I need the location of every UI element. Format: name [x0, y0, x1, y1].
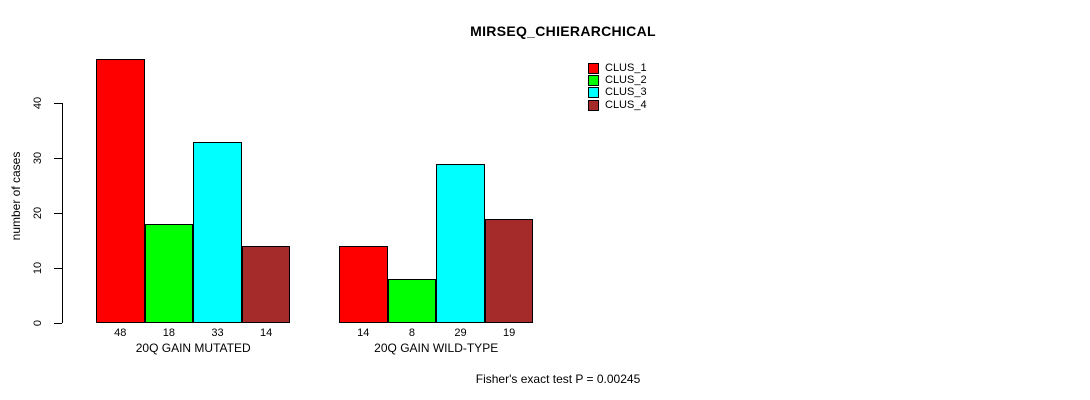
y-axis-tick-label: 20	[32, 207, 44, 220]
bar-value-label: 48	[114, 327, 127, 339]
y-axis-tick	[54, 102, 62, 104]
legend: CLUS_1 CLUS_2 CLUS_3 CLUS_4	[588, 62, 647, 112]
bar-clus_4-1	[241, 246, 291, 323]
bar-clus_3-1	[193, 141, 242, 323]
bar-clus_2-2	[387, 279, 437, 323]
legend-label: CLUS_1	[605, 61, 647, 74]
bar-value-label: 14	[259, 327, 273, 339]
bar-value-label: 29	[454, 327, 467, 339]
legend-label: CLUS_3	[605, 86, 647, 99]
y-axis-tick-label: 10	[32, 261, 44, 275]
x-category-label: 20Q GAIN MUTATED	[135, 341, 251, 355]
legend-row: CLUS_2	[588, 74, 647, 87]
legend-swatch-icon	[588, 99, 599, 111]
y-axis-title: number of cases	[9, 151, 23, 241]
bar-value-label: 8	[408, 327, 415, 339]
bar-clus_4-2	[484, 218, 534, 323]
fisher-test-annotation: Fisher's exact test P = 0.00245	[475, 372, 641, 386]
bar-clus_2-1	[144, 224, 194, 323]
legend-label: CLUS_2	[605, 74, 647, 87]
y-axis-tick-label: 0	[32, 319, 44, 327]
legend-label: CLUS_4	[605, 98, 647, 111]
bar-value-label: 19	[502, 327, 516, 339]
legend-swatch-icon	[588, 87, 599, 99]
y-axis-tick	[54, 267, 62, 269]
bar-clus_1-1	[96, 59, 145, 323]
bar-value-label: 33	[211, 327, 224, 339]
y-axis-tick	[54, 322, 62, 324]
y-axis-line	[62, 103, 63, 323]
bar-clus_3-2	[436, 163, 485, 323]
legend-swatch-icon	[588, 75, 599, 87]
bar-clus_1-2	[339, 246, 388, 323]
legend-row: CLUS_3	[588, 87, 647, 99]
legend-row: CLUS_1	[588, 62, 647, 74]
x-category-label: 20Q GAIN WILD-TYPE	[374, 341, 499, 355]
chart-title: MIRSEQ_CHIERARCHICAL	[470, 23, 656, 39]
bar-value-label: 18	[162, 327, 176, 339]
y-axis-tick-label: 40	[32, 97, 44, 110]
y-axis-tick-label: 30	[32, 152, 44, 165]
legend-row: CLUS_4	[588, 99, 647, 111]
y-axis-tick	[54, 157, 62, 159]
bar-value-label: 14	[357, 327, 370, 339]
y-axis-tick	[54, 212, 62, 214]
legend-swatch-icon	[588, 62, 599, 74]
